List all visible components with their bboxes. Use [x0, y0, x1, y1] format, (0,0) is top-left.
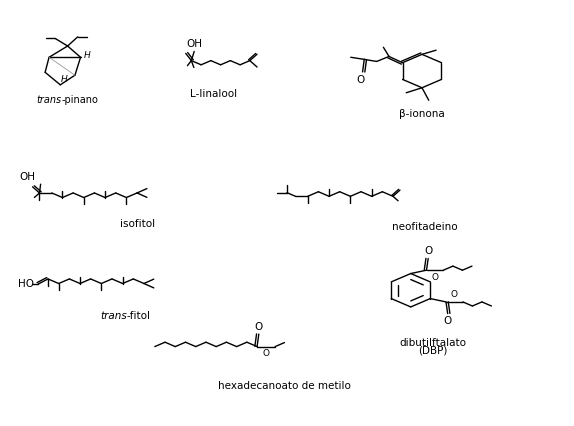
- Text: -fitol: -fitol: [127, 311, 151, 321]
- Text: OH: OH: [186, 38, 202, 49]
- Text: -pinano: -pinano: [62, 95, 99, 105]
- Text: H: H: [84, 51, 91, 60]
- Text: (DBP): (DBP): [418, 345, 448, 355]
- Text: O: O: [451, 291, 458, 299]
- Text: O: O: [255, 322, 263, 332]
- Text: β-ionona: β-ionona: [399, 109, 445, 118]
- Text: trans: trans: [37, 95, 62, 105]
- Text: O: O: [357, 75, 365, 85]
- Text: OH: OH: [19, 172, 35, 181]
- Text: isofitol: isofitol: [121, 219, 156, 229]
- Text: trans: trans: [100, 311, 127, 321]
- Text: O: O: [444, 316, 452, 326]
- Text: O: O: [432, 273, 439, 282]
- Text: L-linalool: L-linalool: [191, 89, 238, 98]
- Text: hexadecanoato de metilo: hexadecanoato de metilo: [218, 381, 351, 391]
- Text: O: O: [424, 246, 432, 256]
- Text: neofitadeino: neofitadeino: [392, 222, 457, 232]
- Text: HO: HO: [18, 279, 33, 289]
- Text: O: O: [263, 349, 270, 358]
- Text: H: H: [60, 75, 67, 84]
- Text: dibutilftalato: dibutilftalato: [400, 338, 467, 348]
